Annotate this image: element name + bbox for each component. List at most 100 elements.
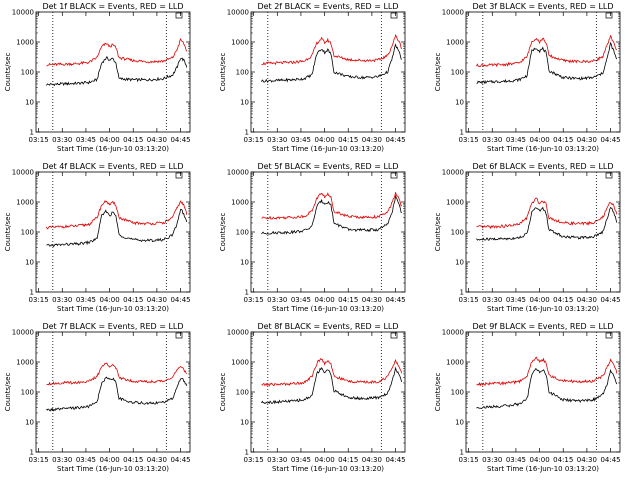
y-tick-label: 10 xyxy=(455,419,464,427)
panel-corner-marker xyxy=(605,12,613,19)
x-tick-label: 04:00 xyxy=(314,456,334,464)
y-tick-label: 1000 xyxy=(16,39,34,47)
x-tick-label: 04:30 xyxy=(147,456,167,464)
y-tick-label: 100 xyxy=(451,389,464,397)
x-tick-label: 03:15 xyxy=(29,136,49,144)
lld-series-line xyxy=(46,38,188,67)
x-tick-label: 03:45 xyxy=(506,136,526,144)
detector-panel: Det 9f BLACK = Events, RED = LLD Counts/s… xyxy=(434,322,621,473)
panel-corner-marker xyxy=(605,172,613,179)
plot-frame xyxy=(465,11,621,133)
y-tick-label: 100 xyxy=(451,69,464,77)
y-tick-label: 1 xyxy=(30,449,34,457)
x-tick-label: 04:15 xyxy=(338,296,358,304)
y-tick-label: 10 xyxy=(240,419,249,427)
x-tick-label: 04:45 xyxy=(600,136,620,144)
x-tick-label: 04:45 xyxy=(600,296,620,304)
panel-title: Det 8f BLACK = Events, RED = LLD xyxy=(257,322,398,331)
y-tick-label: 10 xyxy=(25,99,34,107)
lld-series-line xyxy=(476,34,618,68)
detector-panel: Det 6f BLACK = Events, RED = LLD Counts/s… xyxy=(434,162,621,313)
x-tick-label: 04:30 xyxy=(362,456,382,464)
y-tick-label: 10000 xyxy=(12,169,34,177)
x-tick-label: 03:30 xyxy=(482,136,502,144)
plot-frame xyxy=(35,171,191,293)
x-tick-label: 03:45 xyxy=(506,456,526,464)
x-tick-label: 04:00 xyxy=(529,136,549,144)
lld-series-line xyxy=(46,362,187,386)
y-tick-label: 10000 xyxy=(442,329,464,337)
panel-corner-marker xyxy=(390,12,398,19)
x-tick-label: 04:30 xyxy=(362,136,382,144)
x-tick-label: 03:45 xyxy=(76,296,96,304)
x-tick-label: 04:30 xyxy=(147,296,167,304)
detector-panel: Det 3f BLACK = Events, RED = LLD Counts/s… xyxy=(434,2,621,153)
x-tick-label: 03:15 xyxy=(244,456,264,464)
x-axis-label: Start Time (16-Jun-10 03:13:20) xyxy=(272,305,384,313)
events-series-line xyxy=(476,41,618,85)
y-tick-label: 1 xyxy=(30,289,34,297)
x-tick-label: 03:30 xyxy=(482,456,502,464)
y-axis-label: Counts/sec xyxy=(434,373,442,412)
y-tick-label: 100 xyxy=(236,229,249,237)
y-axis-label: Counts/sec xyxy=(219,53,227,92)
lld-series-line xyxy=(46,199,188,230)
lld-series-line xyxy=(476,197,618,230)
panel-corner-marker xyxy=(175,12,183,19)
plot-frame xyxy=(250,171,406,293)
panel-corner-marker xyxy=(605,332,613,339)
y-tick-label: 10 xyxy=(240,99,249,107)
x-tick-label: 04:00 xyxy=(314,296,334,304)
x-tick-label: 04:15 xyxy=(123,136,143,144)
panel-title: Det 1f BLACK = Events, RED = LLD xyxy=(42,2,183,11)
x-axis-label: Start Time (16-Jun-10 03:13:20) xyxy=(57,305,169,313)
x-tick-label: 04:45 xyxy=(385,136,405,144)
y-tick-label: 1 xyxy=(245,289,249,297)
y-tick-label: 1000 xyxy=(446,199,464,207)
y-axis-label: Counts/sec xyxy=(219,373,227,412)
x-tick-label: 04:30 xyxy=(362,296,382,304)
y-tick-label: 10000 xyxy=(442,169,464,177)
y-tick-label: 100 xyxy=(236,69,249,77)
x-tick-label: 04:15 xyxy=(123,296,143,304)
x-tick-label: 04:30 xyxy=(577,456,597,464)
plot-frame xyxy=(250,11,406,133)
events-series-line xyxy=(46,376,188,412)
y-tick-label: 1000 xyxy=(16,199,34,207)
y-tick-label: 1 xyxy=(460,129,464,137)
detector-panel: Det 8f BLACK = Events, RED = LLD Counts/s… xyxy=(219,322,406,473)
y-tick-label: 10 xyxy=(240,259,249,267)
events-series-line xyxy=(46,208,188,248)
y-tick-label: 1 xyxy=(460,449,464,457)
x-axis-label: Start Time (16-Jun-10 03:13:20) xyxy=(487,145,599,153)
y-axis-label: Counts/sec xyxy=(434,213,442,252)
x-tick-label: 03:45 xyxy=(291,456,311,464)
x-tick-label: 04:00 xyxy=(99,456,119,464)
events-series-line xyxy=(476,206,618,241)
y-tick-label: 1 xyxy=(245,129,249,137)
y-tick-label: 10000 xyxy=(227,9,249,17)
x-tick-label: 03:45 xyxy=(506,296,526,304)
x-tick-label: 03:30 xyxy=(52,456,72,464)
y-tick-label: 10000 xyxy=(227,329,249,337)
events-series-line xyxy=(476,367,618,410)
plot-frame xyxy=(35,331,191,453)
plot-frame xyxy=(250,331,406,453)
x-tick-label: 04:00 xyxy=(99,296,119,304)
x-tick-label: 03:30 xyxy=(267,136,287,144)
x-tick-label: 04:00 xyxy=(99,136,119,144)
x-tick-label: 04:15 xyxy=(338,136,358,144)
x-tick-label: 03:30 xyxy=(267,296,287,304)
events-series-line xyxy=(46,56,188,87)
y-axis-label: Counts/sec xyxy=(434,53,442,92)
lld-series-line xyxy=(476,356,618,387)
x-tick-label: 04:45 xyxy=(170,136,190,144)
x-tick-label: 04:30 xyxy=(577,296,597,304)
x-tick-label: 04:45 xyxy=(170,456,190,464)
x-tick-label: 03:45 xyxy=(291,136,311,144)
y-tick-label: 1000 xyxy=(16,359,34,367)
y-tick-label: 100 xyxy=(451,229,464,237)
y-tick-label: 1 xyxy=(460,289,464,297)
y-tick-label: 10 xyxy=(25,419,34,427)
events-series-line xyxy=(261,43,403,83)
